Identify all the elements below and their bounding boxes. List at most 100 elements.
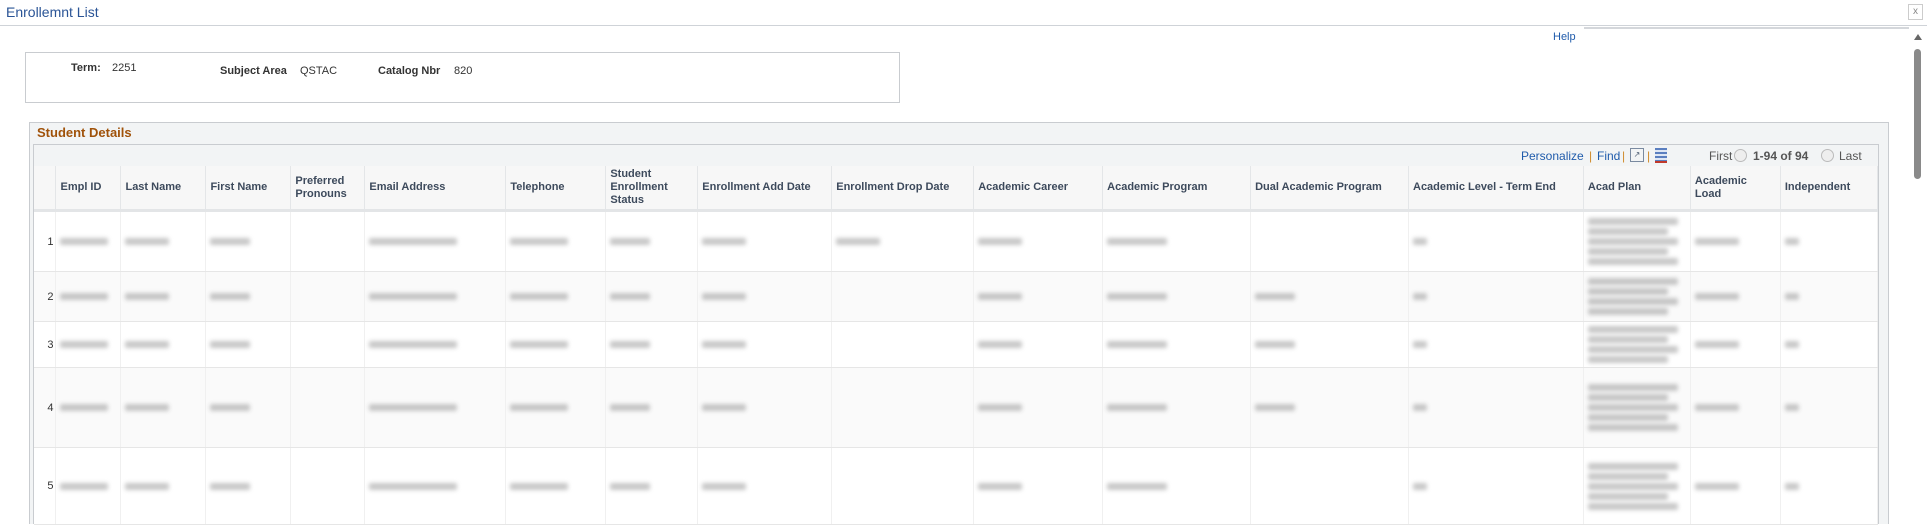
redacted-text xyxy=(1255,341,1296,348)
redacted-text xyxy=(1587,288,1668,295)
redacted-text xyxy=(125,404,170,411)
table-cell xyxy=(697,210,833,272)
column-header[interactable]: Acad Plan xyxy=(1583,166,1691,212)
table-cell xyxy=(120,447,207,525)
close-icon[interactable]: x xyxy=(1908,4,1923,20)
redacted-text xyxy=(210,482,251,490)
table-row[interactable]: 3 xyxy=(34,321,1879,368)
column-header[interactable]: Empl ID xyxy=(55,166,122,212)
column-header[interactable]: Academic Program xyxy=(1102,166,1252,212)
table-cell xyxy=(205,367,292,448)
table-cell xyxy=(831,367,975,448)
table-cell xyxy=(973,210,1104,272)
scrollbar-thumb[interactable] xyxy=(1914,49,1921,179)
separator: | xyxy=(1647,149,1651,163)
zoom-view-icon[interactable]: ↗ xyxy=(1630,148,1644,162)
table-cell xyxy=(1250,447,1409,525)
table-cell xyxy=(831,447,975,525)
redacted-text xyxy=(978,293,1023,300)
column-header[interactable]: Academic Level - Term End xyxy=(1408,166,1584,212)
table-cell xyxy=(831,271,975,322)
column-header[interactable]: Last Name xyxy=(120,166,207,212)
redacted-text xyxy=(1255,404,1296,411)
redacted-text xyxy=(1587,384,1678,391)
redacted-text xyxy=(60,341,109,348)
redacted-text xyxy=(1413,238,1427,245)
row-range: 1-94 of 94 xyxy=(1753,149,1809,163)
first-link[interactable]: First xyxy=(1709,149,1733,163)
separator: | xyxy=(1622,149,1626,163)
table-cell xyxy=(697,271,833,322)
redacted-text xyxy=(610,293,651,300)
table-cell xyxy=(831,321,975,368)
table-cell xyxy=(55,447,122,525)
redacted-text xyxy=(125,341,170,348)
download-spreadsheet-icon[interactable] xyxy=(1655,148,1667,163)
row-number: 3 xyxy=(34,321,57,368)
redacted-text xyxy=(610,482,651,490)
grid-toolbar: Personalize | Find | ↗ | First 1-94 of 9… xyxy=(34,145,1878,167)
column-header[interactable] xyxy=(34,166,57,212)
column-header[interactable]: Email Address xyxy=(364,166,507,212)
table-cell xyxy=(1583,321,1691,368)
column-header[interactable]: Enrollment Drop Date xyxy=(831,166,975,212)
table-cell xyxy=(1250,271,1409,322)
divider xyxy=(1584,27,1909,29)
table-cell xyxy=(1583,367,1691,448)
redacted-text xyxy=(1107,482,1168,490)
table-row[interactable]: 1 xyxy=(34,210,1879,272)
redacted-text xyxy=(125,238,170,245)
column-header[interactable]: Academic Load xyxy=(1690,166,1781,212)
redacted-text xyxy=(1587,326,1678,333)
table-cell xyxy=(831,210,975,272)
table-cell xyxy=(1690,210,1781,272)
column-header[interactable]: Dual Academic Program xyxy=(1250,166,1409,212)
table-cell xyxy=(364,321,507,368)
redacted-text xyxy=(1413,482,1427,490)
redacted-text xyxy=(1413,293,1427,300)
last-link[interactable]: Last xyxy=(1839,149,1862,163)
table-cell xyxy=(1583,210,1691,272)
redacted-text xyxy=(1694,238,1739,245)
table-cell xyxy=(290,447,366,525)
table-row[interactable]: 2 xyxy=(34,271,1879,322)
column-header[interactable]: First Name xyxy=(205,166,292,212)
table-cell xyxy=(605,321,699,368)
next-arrow-icon[interactable] xyxy=(1821,149,1834,162)
column-header[interactable]: Independent xyxy=(1780,166,1879,212)
help-link[interactable]: Help xyxy=(1553,31,1576,43)
column-header[interactable]: Preferred Pronouns xyxy=(290,166,366,212)
redacted-text xyxy=(369,341,458,348)
column-header[interactable]: Academic Career xyxy=(973,166,1104,212)
table-cell xyxy=(973,321,1104,368)
table-cell xyxy=(1780,367,1879,448)
redacted-text xyxy=(1107,293,1168,300)
redacted-text xyxy=(369,404,458,411)
redacted-text xyxy=(1694,341,1739,348)
redacted-text xyxy=(210,404,251,411)
catalog-nbr-label: Catalog Nbr xyxy=(378,65,441,77)
term-value: 2251 xyxy=(112,62,137,74)
redacted-text xyxy=(978,238,1023,245)
table-cell xyxy=(1102,321,1252,368)
catalog-nbr-value: 820 xyxy=(454,65,473,77)
column-header[interactable]: Student Enrollment Status xyxy=(605,166,699,212)
table-row[interactable]: 5 xyxy=(34,447,1879,525)
vertical-scrollbar[interactable] xyxy=(1909,29,1927,523)
prev-arrow-icon[interactable] xyxy=(1734,149,1747,162)
scroll-up-icon[interactable] xyxy=(1914,34,1922,40)
column-header[interactable]: Telephone xyxy=(505,166,607,212)
table-row[interactable]: 4 xyxy=(34,367,1879,448)
table-cell xyxy=(1408,271,1584,322)
redacted-text xyxy=(510,341,569,348)
redacted-text xyxy=(510,238,569,245)
redacted-text xyxy=(702,404,747,411)
redacted-text xyxy=(369,238,458,245)
find-link[interactable]: Find xyxy=(1597,149,1621,163)
table-cell xyxy=(605,271,699,322)
table-cell xyxy=(1408,367,1584,448)
personalize-link[interactable]: Personalize xyxy=(1521,149,1584,163)
table-cell xyxy=(1250,367,1409,448)
table-cell xyxy=(364,447,507,525)
column-header[interactable]: Enrollment Add Date xyxy=(697,166,833,212)
